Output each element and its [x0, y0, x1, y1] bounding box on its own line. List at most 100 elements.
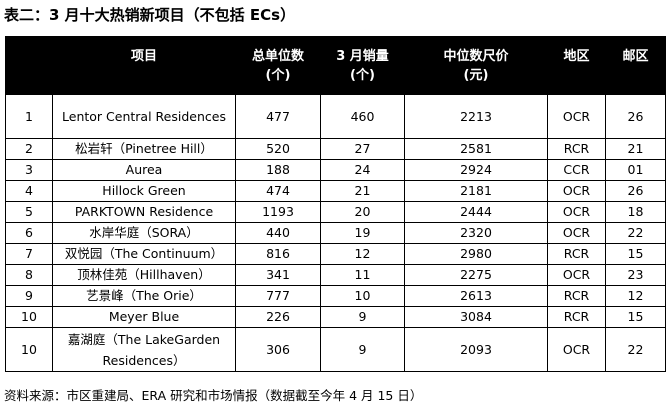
cell-sales: 9	[320, 327, 405, 372]
cell-sales: 20	[320, 201, 405, 223]
cell-district: 15	[605, 306, 666, 328]
table-row: 2 松岩轩（Pinetree Hill） 520 27 2581 RCR 21	[5, 138, 666, 160]
cell-rank: 6	[5, 222, 53, 244]
cell-region: OCR	[547, 201, 606, 223]
cell-sales: 21	[320, 180, 405, 202]
cell-psf: 2980	[404, 243, 548, 265]
cell-district: 26	[605, 94, 666, 139]
cell-rank: 2	[5, 138, 53, 160]
cell-psf: 2924	[404, 159, 548, 181]
table-row: 6 水岸华庭（SORA） 440 19 2320 OCR 22	[5, 222, 666, 244]
cell-rank: 3	[5, 159, 53, 181]
cell-district: 22	[605, 327, 666, 372]
cell-psf: 3084	[404, 306, 548, 328]
header-region: 地区	[547, 36, 606, 95]
cell-project: Aurea	[52, 159, 236, 181]
top-selling-projects-table: 项目 总单位数 (个) 3 月销量 (个) 中位数尺价 (元) 地区 邮区	[5, 36, 666, 372]
cell-project: Meyer Blue	[52, 306, 236, 328]
cell-units: 341	[235, 264, 321, 286]
cell-rank: 5	[5, 201, 53, 223]
cell-project: 水岸华庭（SORA）	[52, 222, 236, 244]
cell-project: Hillock Green	[52, 180, 236, 202]
cell-region: OCR	[547, 222, 606, 244]
cell-psf: 2613	[404, 285, 548, 307]
cell-district: 18	[605, 201, 666, 223]
table-row: 1 Lentor Central Residences 477 460 2213…	[5, 94, 666, 139]
header-total-units-label: 总单位数	[251, 48, 304, 64]
cell-units: 1193	[235, 201, 321, 223]
cell-psf: 2213	[404, 94, 548, 139]
cell-project: 艺景峰（The Orie）	[52, 285, 236, 307]
table-row: 7 双悦园（The Continuum） 816 12 2980 RCR 15	[5, 243, 666, 265]
header-total-units: 总单位数 (个)	[235, 36, 321, 95]
cell-project: 顶林佳苑（Hillhaven）	[52, 264, 236, 286]
cell-sales: 27	[320, 138, 405, 160]
cell-psf: 2320	[404, 222, 548, 244]
header-median-psf: 中位数尺价 (元)	[404, 36, 548, 95]
cell-rank: 1	[5, 94, 53, 139]
cell-sales: 19	[320, 222, 405, 244]
cell-sales: 9	[320, 306, 405, 328]
cell-region: RCR	[547, 138, 606, 160]
header-median-psf-label: 中位数尺价	[443, 48, 509, 64]
cell-region: RCR	[547, 285, 606, 307]
table-row: 9 艺景峰（The Orie） 777 10 2613 RCR 12	[5, 285, 666, 307]
table-row: 5 PARKTOWN Residence 1193 20 2444 OCR 18	[5, 201, 666, 223]
cell-psf: 2444	[404, 201, 548, 223]
source-note: 资料来源：市区重建局、ERA 研究和市场情报（数据截至今年 4 月 15 日）	[4, 388, 423, 403]
table-header-row: 项目 总单位数 (个) 3 月销量 (个) 中位数尺价 (元) 地区 邮区	[5, 36, 666, 95]
cell-district: 21	[605, 138, 666, 160]
cell-sales: 460	[320, 94, 405, 139]
cell-sales: 12	[320, 243, 405, 265]
header-region-label: 地区	[563, 48, 590, 64]
header-project: 项目	[52, 36, 236, 95]
cell-district: 01	[605, 159, 666, 181]
table-row: 4 Hillock Green 474 21 2181 OCR 26	[5, 180, 666, 202]
cell-region: CCR	[547, 159, 606, 181]
cell-units: 477	[235, 94, 321, 139]
header-march-sales-label: 3 月销量	[336, 48, 389, 64]
cell-region: OCR	[547, 264, 606, 286]
table-row: 10 Meyer Blue 226 9 3084 RCR 15	[5, 306, 666, 328]
cell-district: 15	[605, 243, 666, 265]
header-march-sales-unit: (个)	[350, 67, 375, 83]
cell-units: 226	[235, 306, 321, 328]
cell-units: 816	[235, 243, 321, 265]
cell-rank: 7	[5, 243, 53, 265]
cell-project: Lentor Central Residences	[52, 94, 236, 139]
cell-region: OCR	[547, 327, 606, 372]
cell-rank: 4	[5, 180, 53, 202]
cell-units: 188	[235, 159, 321, 181]
cell-project: PARKTOWN Residence	[52, 201, 236, 223]
cell-psf: 2181	[404, 180, 548, 202]
header-median-psf-unit: (元)	[463, 67, 489, 83]
table-title: 表二：3 月十大热销新项目（不包括 ECs）	[4, 6, 296, 24]
cell-district: 22	[605, 222, 666, 244]
table-row: 3 Aurea 188 24 2924 CCR 01	[5, 159, 666, 181]
cell-sales: 10	[320, 285, 405, 307]
cell-region: RCR	[547, 306, 606, 328]
cell-district: 23	[605, 264, 666, 286]
cell-project: 嘉湖庭（The LakeGarden Residences）	[52, 327, 236, 372]
header-project-label: 项目	[130, 48, 157, 64]
table-row: 8 顶林佳苑（Hillhaven） 341 11 2275 OCR 23	[5, 264, 666, 286]
cell-rank: 10	[5, 327, 53, 372]
cell-rank: 9	[5, 285, 53, 307]
cell-units: 474	[235, 180, 321, 202]
cell-region: RCR	[547, 243, 606, 265]
cell-rank: 8	[5, 264, 53, 286]
header-rank	[5, 36, 53, 95]
cell-psf: 2581	[404, 138, 548, 160]
cell-units: 306	[235, 327, 321, 372]
header-district-label: 邮区	[622, 48, 649, 64]
cell-region: OCR	[547, 94, 606, 139]
cell-sales: 11	[320, 264, 405, 286]
cell-region: OCR	[547, 180, 606, 202]
cell-units: 777	[235, 285, 321, 307]
cell-sales: 24	[320, 159, 405, 181]
cell-project: 双悦园（The Continuum）	[52, 243, 236, 265]
table-row: 10 嘉湖庭（The LakeGarden Residences） 306 9 …	[5, 327, 666, 372]
cell-units: 520	[235, 138, 321, 160]
cell-district: 12	[605, 285, 666, 307]
cell-district: 26	[605, 180, 666, 202]
